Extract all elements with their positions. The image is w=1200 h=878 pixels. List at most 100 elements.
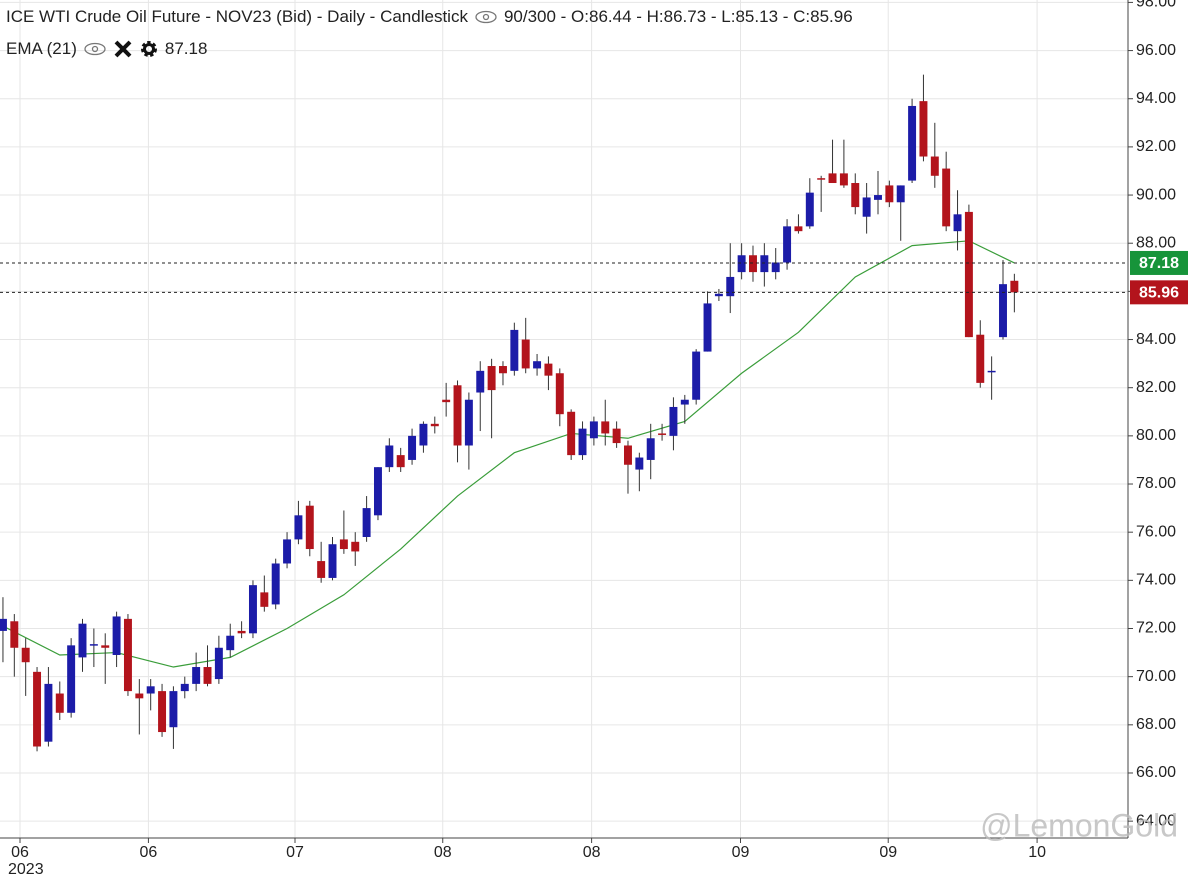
- candle-body: [430, 423, 439, 427]
- price-label-box: [1130, 280, 1188, 305]
- candle-body: [680, 399, 689, 405]
- title-row: ICE WTI Crude Oil Future - NOV23 (Bid) -…: [6, 5, 853, 29]
- year-label: 2023: [8, 861, 44, 878]
- x-tick-label: 09: [879, 844, 897, 861]
- eye-icon[interactable]: [83, 41, 107, 57]
- candle-body: [248, 585, 257, 634]
- y-tick-label: 64.00: [1136, 812, 1176, 829]
- candle-body: [817, 178, 826, 180]
- candle-body: [953, 214, 962, 232]
- y-tick-label: 72.00: [1136, 620, 1176, 637]
- candle-body: [805, 192, 814, 227]
- candle-body: [726, 276, 735, 297]
- header: ICE WTI Crude Oil Future - NOV23 (Bid) -…: [6, 5, 853, 69]
- candle-body: [78, 623, 87, 658]
- candle-body: [89, 644, 98, 646]
- candle-body: [283, 539, 292, 564]
- candle-body: [942, 168, 951, 227]
- chart-title: ICE WTI Crude Oil Future - NOV23 (Bid) -…: [6, 7, 468, 26]
- candle-body: [521, 339, 530, 369]
- candle-body: [999, 284, 1007, 338]
- candle-body: [1010, 280, 1019, 293]
- candle-body: [169, 691, 178, 728]
- candle-body: [21, 647, 30, 663]
- indicator-row: EMA (21) 87.18: [6, 37, 853, 61]
- remove-icon[interactable]: [113, 39, 133, 59]
- candle-body: [714, 293, 723, 297]
- candle-body: [237, 630, 246, 634]
- candle-body: [783, 226, 792, 263]
- candle-body: [624, 445, 632, 465]
- candle-body: [885, 185, 894, 203]
- x-tick-label: 07: [286, 844, 304, 861]
- candle-body: [271, 563, 280, 605]
- candle-body: [964, 211, 973, 338]
- candle-body: [180, 683, 189, 692]
- candle-body: [658, 433, 667, 435]
- settings-icon[interactable]: [139, 39, 159, 59]
- y-tick-label: 96.00: [1136, 42, 1176, 59]
- candle-body: [203, 667, 212, 684]
- y-tick-label: 84.00: [1136, 331, 1176, 348]
- candle-body: [351, 541, 360, 552]
- candle-body: [510, 329, 519, 371]
- y-tick-label: 78.00: [1136, 475, 1176, 492]
- candle-body: [226, 635, 235, 651]
- candle-body: [317, 561, 326, 578]
- y-tick-label: 68.00: [1136, 716, 1176, 733]
- candle-body: [862, 197, 871, 217]
- candle-body: [544, 363, 553, 376]
- candle-body: [794, 226, 803, 232]
- candle-body: [555, 373, 564, 415]
- candle-body: [305, 505, 314, 550]
- y-tick-label: 82.00: [1136, 379, 1176, 396]
- candle-body: [703, 303, 712, 352]
- candle-body: [908, 105, 917, 181]
- candle-body: [771, 262, 780, 273]
- x-tick-label: 10: [1028, 844, 1046, 861]
- candle-body: [362, 508, 371, 537]
- x-tick-label: 06: [140, 844, 158, 861]
- y-tick-label: 92.00: [1136, 138, 1176, 155]
- candle-body: [930, 156, 939, 176]
- candle-body: [839, 173, 848, 186]
- y-tick-label: 98.00: [1136, 0, 1176, 11]
- candle-body: [55, 693, 64, 713]
- candle-body: [919, 101, 928, 157]
- y-tick-label: 88.00: [1136, 234, 1176, 251]
- candle-body: [294, 515, 303, 540]
- indicator-value: 87.18: [164, 39, 208, 58]
- candle-body: [612, 428, 621, 444]
- candle-body: [533, 361, 542, 369]
- candle-body: [260, 592, 269, 607]
- candle-body: [44, 683, 53, 742]
- candle-body: [408, 435, 417, 460]
- y-tick-label: 70.00: [1136, 668, 1176, 685]
- candle-body: [646, 438, 655, 460]
- candle-body: [453, 385, 462, 446]
- x-tick-label: 08: [583, 844, 601, 861]
- candle-body: [987, 370, 996, 373]
- candle-body: [737, 255, 746, 273]
- candle-body: [396, 455, 405, 468]
- y-tick-label: 76.00: [1136, 523, 1176, 540]
- candle-body: [851, 183, 860, 208]
- candle-body: [123, 618, 132, 692]
- candle-body: [464, 399, 473, 446]
- ema-line: [2, 240, 1015, 668]
- candle-body: [601, 421, 610, 434]
- candle-body: [976, 334, 985, 383]
- candle-body: [896, 185, 905, 203]
- candle-body: [192, 667, 201, 684]
- eye-icon[interactable]: [474, 9, 498, 25]
- candle-body: [373, 467, 382, 516]
- candle-body: [419, 423, 428, 446]
- candle-body: [760, 255, 769, 273]
- candle-body: [0, 618, 7, 631]
- x-tick-label: 09: [732, 844, 750, 861]
- candle-body: [135, 693, 144, 699]
- candle-body: [635, 457, 644, 470]
- indicator-name: EMA (21): [6, 39, 77, 58]
